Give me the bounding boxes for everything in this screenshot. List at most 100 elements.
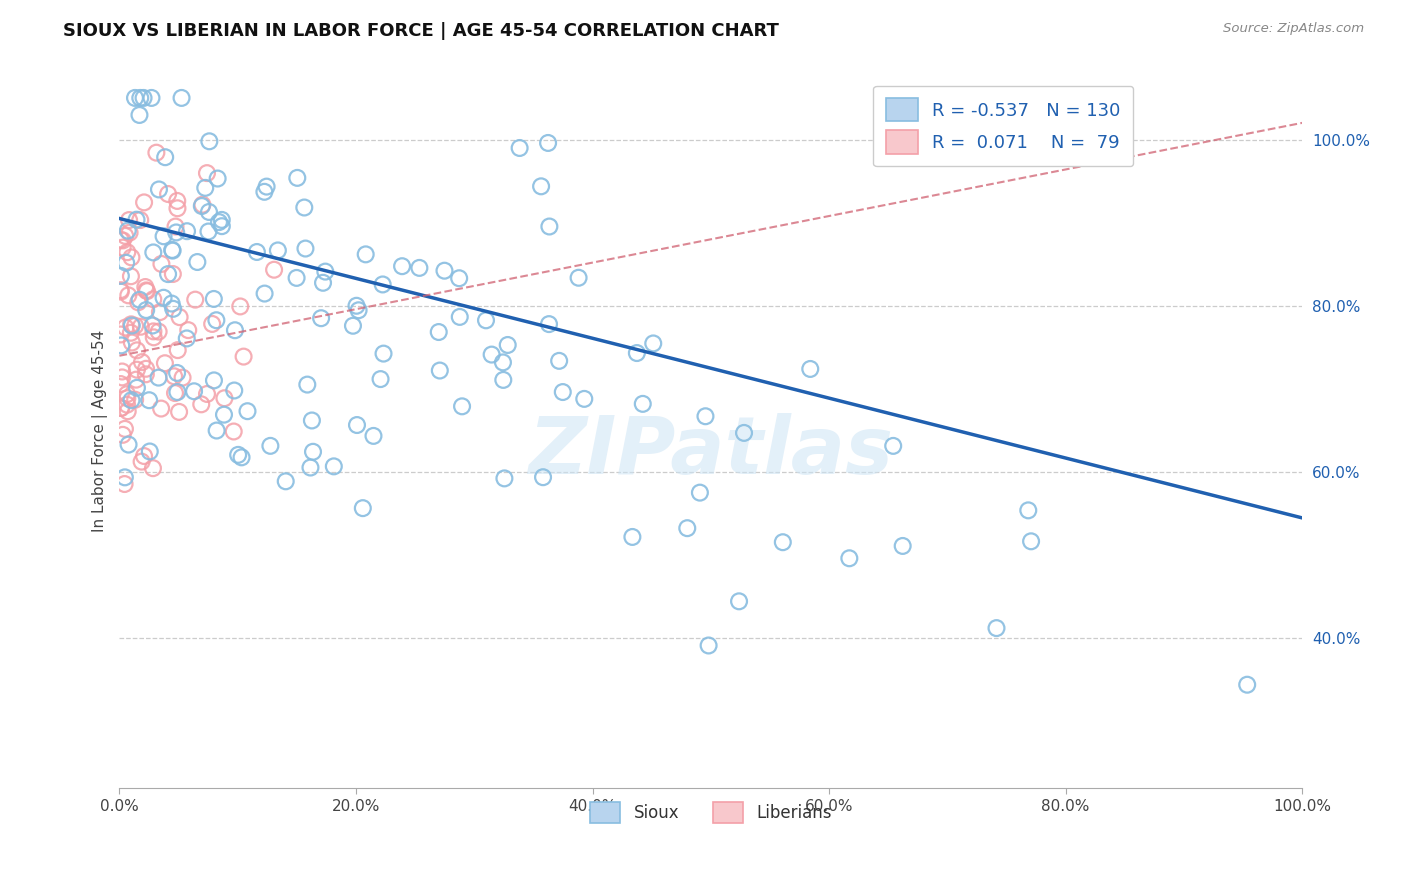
Point bbox=[309, 311, 332, 326]
Point bbox=[163, 386, 186, 401]
Point bbox=[211, 219, 233, 234]
Point bbox=[391, 259, 413, 273]
Point bbox=[346, 417, 368, 432]
Point bbox=[166, 201, 188, 215]
Point bbox=[728, 594, 751, 608]
Point bbox=[297, 377, 319, 392]
Point bbox=[346, 299, 368, 313]
Point bbox=[198, 205, 221, 219]
Point bbox=[449, 310, 471, 324]
Point bbox=[110, 338, 132, 352]
Point bbox=[433, 263, 456, 277]
Point bbox=[121, 393, 143, 408]
Legend: Sioux, Liberians: Sioux, Liberians bbox=[583, 795, 838, 830]
Point bbox=[135, 284, 157, 298]
Point bbox=[170, 91, 193, 105]
Point bbox=[986, 621, 1008, 635]
Text: SIOUX VS LIBERIAN IN LABOR FORCE | AGE 45-54 CORRELATION CHART: SIOUX VS LIBERIAN IN LABOR FORCE | AGE 4… bbox=[63, 22, 779, 40]
Point bbox=[176, 331, 198, 345]
Point bbox=[449, 271, 471, 285]
Point bbox=[371, 277, 394, 292]
Point bbox=[142, 245, 165, 260]
Point bbox=[347, 303, 370, 318]
Point bbox=[132, 449, 155, 463]
Point bbox=[124, 318, 146, 333]
Point bbox=[370, 372, 392, 386]
Point bbox=[166, 385, 188, 400]
Point bbox=[110, 401, 132, 415]
Point bbox=[114, 422, 136, 436]
Point bbox=[111, 370, 134, 384]
Point bbox=[115, 387, 138, 401]
Point bbox=[149, 305, 172, 319]
Point bbox=[124, 392, 146, 407]
Point bbox=[574, 392, 596, 406]
Point bbox=[256, 179, 278, 194]
Point bbox=[191, 199, 214, 213]
Point bbox=[226, 448, 249, 462]
Point bbox=[129, 319, 152, 334]
Point bbox=[157, 267, 180, 281]
Point bbox=[169, 310, 191, 325]
Point bbox=[299, 460, 322, 475]
Point bbox=[120, 326, 142, 340]
Point bbox=[125, 343, 148, 358]
Point bbox=[1017, 503, 1039, 517]
Point bbox=[131, 455, 153, 469]
Point bbox=[125, 362, 148, 376]
Point bbox=[373, 346, 395, 360]
Point bbox=[172, 370, 194, 384]
Point bbox=[214, 391, 236, 405]
Point bbox=[165, 226, 187, 240]
Point bbox=[207, 171, 229, 186]
Point bbox=[263, 262, 285, 277]
Point bbox=[494, 471, 516, 485]
Point bbox=[211, 213, 233, 227]
Point bbox=[253, 286, 276, 301]
Point bbox=[201, 317, 224, 331]
Point bbox=[314, 264, 336, 278]
Point bbox=[125, 212, 148, 227]
Point bbox=[202, 373, 225, 387]
Point bbox=[118, 226, 141, 240]
Point bbox=[195, 166, 218, 180]
Point bbox=[301, 413, 323, 427]
Point bbox=[302, 444, 325, 458]
Point bbox=[114, 320, 136, 334]
Point bbox=[115, 256, 138, 270]
Point bbox=[160, 296, 183, 310]
Point bbox=[162, 301, 184, 316]
Point bbox=[285, 170, 308, 185]
Point bbox=[127, 295, 149, 310]
Point bbox=[111, 234, 134, 248]
Point bbox=[267, 244, 290, 258]
Point bbox=[194, 181, 217, 195]
Point bbox=[285, 271, 308, 285]
Point bbox=[142, 330, 165, 344]
Point bbox=[145, 145, 167, 160]
Point bbox=[408, 260, 430, 275]
Point bbox=[197, 225, 219, 239]
Point bbox=[111, 364, 134, 378]
Point bbox=[110, 268, 132, 283]
Point bbox=[212, 408, 235, 422]
Point bbox=[141, 91, 163, 105]
Point bbox=[626, 346, 648, 360]
Point bbox=[129, 213, 152, 227]
Point bbox=[114, 477, 136, 491]
Point bbox=[568, 270, 591, 285]
Point bbox=[530, 179, 553, 194]
Point bbox=[253, 185, 276, 199]
Point bbox=[548, 354, 571, 368]
Point bbox=[509, 141, 531, 155]
Point bbox=[224, 323, 246, 337]
Point bbox=[312, 276, 335, 290]
Point bbox=[537, 317, 560, 331]
Point bbox=[733, 425, 755, 440]
Point bbox=[294, 242, 316, 256]
Point bbox=[117, 404, 139, 418]
Point bbox=[110, 327, 132, 342]
Point bbox=[191, 197, 214, 211]
Point bbox=[118, 213, 141, 227]
Point bbox=[551, 385, 574, 400]
